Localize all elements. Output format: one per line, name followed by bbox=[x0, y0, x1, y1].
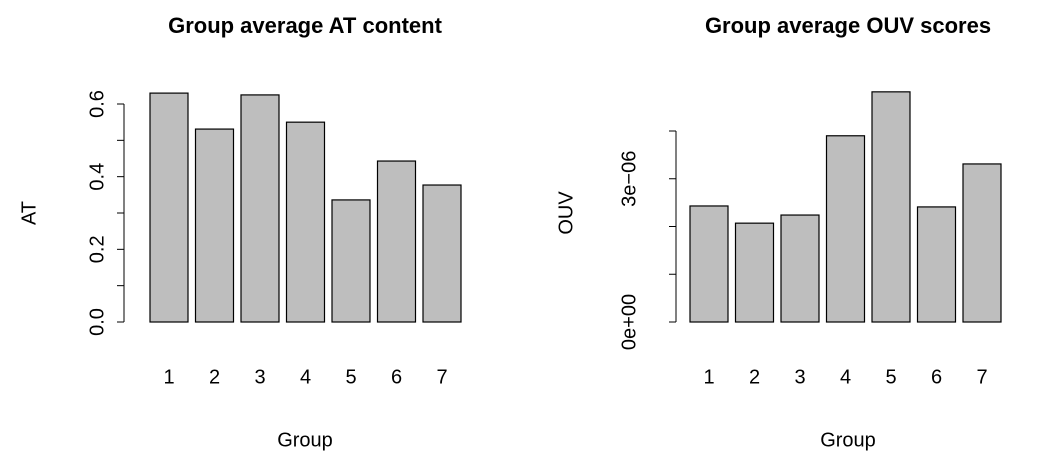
x-tick-label: 1 bbox=[703, 366, 714, 388]
x-tick-label: 4 bbox=[300, 366, 311, 388]
x-tick-label: 3 bbox=[794, 366, 805, 388]
y-tick-label: 0e+00 bbox=[618, 294, 640, 350]
bar bbox=[422, 184, 462, 323]
bar bbox=[780, 214, 820, 323]
y-tick-label: 0.4 bbox=[86, 163, 108, 191]
y-tick-label: 0.6 bbox=[86, 90, 108, 118]
x-axis-label: Group bbox=[820, 429, 876, 451]
x-tick-label: 6 bbox=[931, 366, 942, 388]
x-axis-label: Group bbox=[277, 429, 333, 451]
bar bbox=[962, 163, 1002, 323]
x-tick-label: 5 bbox=[885, 366, 896, 388]
y-axis-label: OUV bbox=[555, 191, 577, 235]
x-tick-label: 4 bbox=[840, 366, 851, 388]
chart-title: Group average OUV scores bbox=[705, 13, 991, 38]
bar bbox=[194, 128, 235, 323]
bar bbox=[285, 121, 326, 323]
x-tick-label: 2 bbox=[749, 366, 760, 388]
y-tick-label: 3e−06 bbox=[618, 151, 640, 207]
x-tick-label: 1 bbox=[163, 366, 174, 388]
bar bbox=[331, 199, 371, 323]
y-tick-label: 0.2 bbox=[86, 235, 108, 263]
bar bbox=[149, 92, 189, 323]
chart-title: Group average AT content bbox=[168, 13, 442, 38]
y-tick-label: 0.0 bbox=[86, 308, 108, 336]
bar bbox=[240, 94, 280, 323]
bar bbox=[825, 135, 866, 323]
bar bbox=[376, 160, 417, 323]
x-tick-label: 6 bbox=[391, 366, 402, 388]
x-tick-label: 3 bbox=[254, 366, 265, 388]
bar bbox=[916, 206, 957, 323]
x-tick-label: 7 bbox=[436, 366, 447, 388]
x-tick-label: 5 bbox=[345, 366, 356, 388]
bar bbox=[734, 222, 775, 323]
bar bbox=[871, 91, 911, 323]
y-axis-label: AT bbox=[18, 201, 40, 225]
x-tick-label: 2 bbox=[209, 366, 220, 388]
bar bbox=[689, 205, 729, 323]
x-tick-label: 7 bbox=[976, 366, 987, 388]
